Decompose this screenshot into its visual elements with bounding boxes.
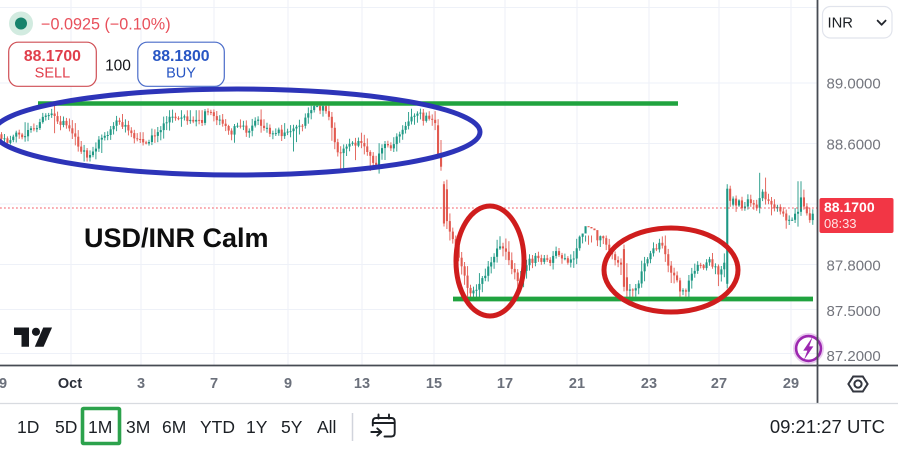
svg-text:5Y: 5Y <box>281 417 303 437</box>
svg-text:89.0000: 89.0000 <box>827 76 881 93</box>
svg-text:YTD: YTD <box>200 417 235 437</box>
svg-text:27: 27 <box>711 376 727 392</box>
svg-text:23: 23 <box>641 376 657 392</box>
svg-text:7: 7 <box>210 376 218 392</box>
svg-text:21: 21 <box>569 376 585 392</box>
svg-text:87.2000: 87.2000 <box>827 348 881 365</box>
svg-text:1Y: 1Y <box>246 417 268 437</box>
svg-text:09:21:27 UTC: 09:21:27 UTC <box>770 416 885 437</box>
svg-text:Oct: Oct <box>58 376 82 392</box>
svg-text:SELL: SELL <box>35 66 70 82</box>
svg-text:87.8000: 87.8000 <box>827 257 881 274</box>
svg-text:15: 15 <box>426 376 442 392</box>
svg-text:1D: 1D <box>17 417 39 437</box>
svg-text:3: 3 <box>137 376 145 392</box>
svg-text:87.5000: 87.5000 <box>827 303 881 320</box>
svg-text:USD/INR Calm: USD/INR Calm <box>84 223 269 253</box>
svg-text:6M: 6M <box>162 417 186 437</box>
svg-text:88.6000: 88.6000 <box>827 136 881 153</box>
svg-text:17: 17 <box>497 376 513 392</box>
svg-text:88.1800: 88.1800 <box>152 48 209 65</box>
svg-text:9: 9 <box>0 376 7 392</box>
svg-text:3M: 3M <box>126 417 150 437</box>
svg-text:9: 9 <box>284 376 292 392</box>
svg-text:08:33: 08:33 <box>824 216 857 231</box>
svg-text:5D: 5D <box>55 417 77 437</box>
svg-text:INR: INR <box>828 15 853 31</box>
svg-text:88.1700: 88.1700 <box>824 199 875 215</box>
svg-text:All: All <box>317 417 336 437</box>
svg-text:1M: 1M <box>88 417 112 437</box>
svg-text:100: 100 <box>105 58 131 75</box>
svg-text:13: 13 <box>354 376 370 392</box>
svg-text:29: 29 <box>783 376 799 392</box>
svg-text:−0.0925 (−0.10%): −0.0925 (−0.10%) <box>41 16 171 34</box>
svg-text:BUY: BUY <box>166 66 196 82</box>
svg-text:88.1700: 88.1700 <box>24 48 81 65</box>
